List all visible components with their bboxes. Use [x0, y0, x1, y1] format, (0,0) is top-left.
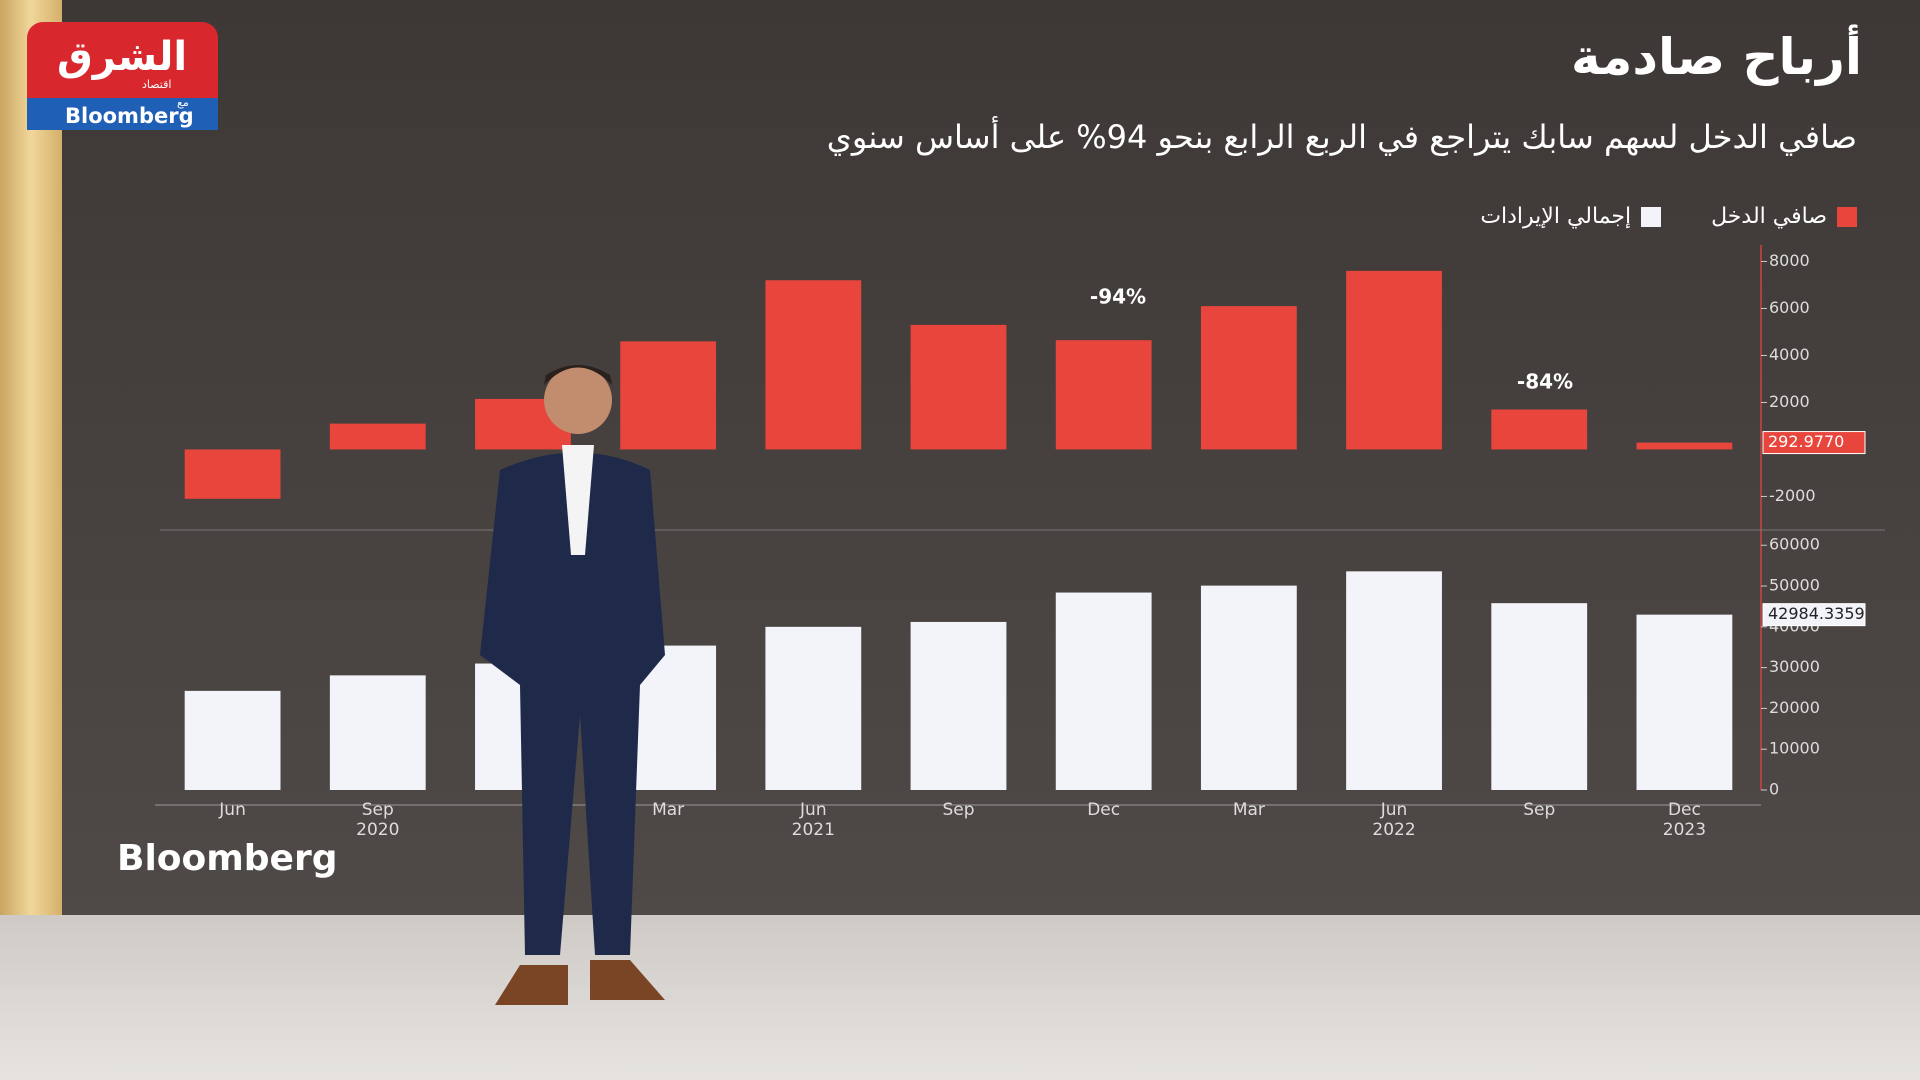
bar	[910, 621, 1007, 790]
bar	[620, 341, 717, 450]
y-tick-label: 10000	[1769, 739, 1820, 758]
legend-label: صافي الدخل	[1711, 204, 1827, 229]
legend-label: إجمالي الإيرادات	[1480, 204, 1632, 229]
bar	[1200, 585, 1297, 790]
floor	[0, 915, 1920, 1080]
pillar	[0, 0, 62, 920]
bar	[910, 324, 1007, 450]
subtitle: صافي الدخل لسهم سابك يتراجع في الربع الر…	[826, 118, 1857, 156]
bar	[1346, 571, 1442, 790]
y-tick-label: 50000	[1769, 576, 1820, 595]
legend-item: إجمالي الإيرادات	[1480, 204, 1662, 229]
logo-blue	[27, 98, 218, 130]
y-tick-label: 60000	[1769, 535, 1820, 554]
y-tick-label: 4000	[1769, 345, 1810, 364]
bar	[765, 626, 862, 790]
legend-item: صافي الدخل	[1711, 204, 1857, 229]
last-value-tag	[1762, 431, 1866, 455]
y-tick-label: -2000	[1769, 486, 1816, 505]
bar	[1636, 614, 1733, 790]
x-tick-label: Mar	[1232, 800, 1265, 820]
bar	[184, 690, 281, 790]
watermark: Bloomberg	[117, 838, 338, 879]
title: أرباح صادمة	[1571, 28, 1862, 86]
bar	[1200, 306, 1297, 450]
bar	[1055, 340, 1152, 450]
bar	[1491, 603, 1588, 790]
y-tick-label: 2000	[1769, 392, 1810, 411]
logo-partner: Bloomberg	[65, 104, 194, 128]
x-tick-label: Mar	[652, 800, 685, 820]
annotation: -84%	[1517, 370, 1573, 394]
last-value-label: 42984.3359	[1768, 604, 1865, 623]
y-tick-label: 6000	[1769, 298, 1810, 317]
x-tick-label: Dec	[1087, 800, 1121, 820]
y-tick-label: 20000	[1769, 698, 1820, 717]
x-tick-label: Jun	[219, 800, 246, 820]
x-tick-label: Sep	[942, 800, 975, 820]
last-value-tag	[1762, 603, 1866, 627]
last-value-label: 292.9770	[1768, 432, 1844, 451]
legend-swatch	[1837, 206, 1857, 227]
logo-sub: اقتصاد	[142, 78, 172, 91]
bar	[329, 675, 426, 790]
logo-red	[27, 22, 218, 98]
logo-with: مع	[177, 96, 189, 109]
x-tick-label: Sep	[1523, 800, 1556, 820]
annotation: -94%	[1090, 285, 1146, 309]
y-tick-label: 8000	[1769, 251, 1810, 270]
bar	[184, 449, 281, 499]
y-tick-label: 0	[1769, 780, 1779, 799]
y-tick-label: 30000	[1769, 657, 1820, 676]
bar	[1491, 409, 1588, 450]
presenter	[480, 365, 665, 1005]
bar	[765, 280, 862, 450]
logo-name: الشرق	[57, 34, 188, 80]
bar	[1636, 442, 1733, 450]
legend: صافي الدخل إجمالي الإيرادات	[1480, 204, 1857, 229]
logo: الشرق اقتصاد مع Bloomberg	[27, 22, 218, 130]
bar	[329, 423, 426, 450]
x-tick-label: Jun 2021	[791, 800, 835, 840]
x-tick-label: Sep 2020	[356, 800, 400, 840]
x-tick-label: Dec 2023	[1662, 800, 1707, 840]
x-tick-label: Jun 2022	[1372, 800, 1416, 840]
bar	[1055, 592, 1152, 790]
legend-swatch	[1641, 206, 1662, 227]
bar	[1346, 270, 1442, 450]
